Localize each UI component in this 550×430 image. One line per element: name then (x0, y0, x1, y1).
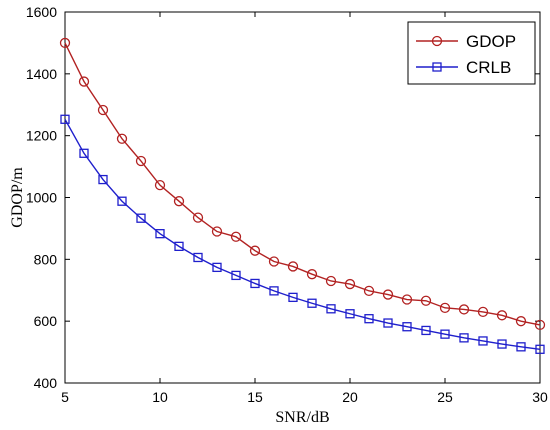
x-tick-label: 5 (61, 389, 69, 405)
data-point-gdop (306, 269, 318, 280)
data-point-gdop (154, 179, 166, 191)
data-point-crlb (535, 344, 545, 354)
data-point-crlb (516, 342, 526, 352)
data-point-crlb (459, 333, 469, 343)
data-point-crlb (364, 314, 374, 324)
x-tick-label: 20 (342, 389, 358, 405)
legend-label-crlb: CRLB (466, 58, 511, 77)
x-tick-label: 30 (532, 389, 548, 405)
data-point-gdop (230, 231, 242, 242)
data-point-crlb (231, 270, 241, 281)
y-tick-label: 1400 (26, 66, 57, 82)
data-point-crlb (269, 286, 279, 296)
series-crlb (60, 114, 545, 354)
data-point-gdop (534, 319, 546, 331)
data-point-gdop (173, 196, 185, 207)
data-point-gdop (515, 316, 527, 327)
legend-marker-crlb (432, 62, 442, 72)
legend-item-gdop: GDOP (416, 32, 516, 51)
x-tick-label: 15 (247, 389, 263, 405)
y-axis-title: GDOP/m (9, 167, 26, 228)
y-tick-label: 1200 (26, 128, 57, 144)
data-point-gdop (97, 104, 109, 116)
data-point-gdop (458, 304, 470, 315)
x-tick-label: 10 (152, 389, 168, 405)
y-tick-label: 1600 (26, 4, 57, 20)
data-point-gdop (211, 226, 223, 237)
data-point-crlb (155, 229, 165, 239)
data-point-gdop (268, 256, 280, 267)
data-point-crlb (117, 196, 127, 206)
axes: 5 10 15 20 25 30 400 600 800 1000 1200 1400 1600 (26, 4, 548, 405)
data-point-crlb (440, 329, 450, 339)
data-point-crlb (326, 304, 336, 314)
y-tick-label: 1000 (26, 190, 57, 206)
data-point-crlb (345, 309, 355, 319)
data-point-crlb (288, 292, 298, 303)
series-line-crlb (64, 118, 541, 350)
series-line-gdop (64, 42, 541, 326)
data-point-gdop (78, 76, 90, 87)
y-tick-label: 600 (34, 313, 58, 329)
data-point-gdop (249, 245, 261, 256)
data-point-crlb (79, 148, 89, 158)
legend-label-gdop: GDOP (466, 32, 516, 51)
data-point-crlb (193, 252, 203, 263)
x-axis-title: SNR/dB (275, 409, 329, 426)
data-point-gdop (192, 212, 204, 223)
series-gdop (59, 37, 546, 331)
legend-marker-gdop (431, 35, 443, 47)
data-point-gdop (287, 261, 299, 272)
legend: GDOP CRLB (407, 21, 536, 85)
y-tick-label: 800 (34, 251, 58, 267)
data-point-gdop (363, 285, 375, 297)
data-point-crlb (478, 336, 488, 346)
legend-item-crlb: CRLB (416, 58, 511, 77)
data-point-crlb (497, 339, 507, 349)
data-point-crlb (174, 241, 184, 251)
x-tick-label: 25 (437, 389, 453, 405)
y-tick-label: 400 (34, 375, 58, 391)
data-point-gdop (496, 310, 508, 321)
data-point-gdop (420, 295, 432, 306)
data-point-gdop (382, 289, 394, 300)
legend-box (407, 21, 536, 85)
data-point-gdop (344, 278, 356, 290)
data-point-crlb (402, 322, 412, 332)
data-point-gdop (477, 306, 489, 318)
data-point-crlb (212, 262, 222, 273)
data-point-crlb (136, 213, 146, 223)
data-point-crlb (307, 298, 317, 308)
data-point-gdop (439, 302, 451, 314)
data-point-gdop (59, 37, 71, 49)
data-point-gdop (325, 275, 337, 287)
data-point-gdop (401, 294, 413, 305)
data-point-crlb (421, 325, 431, 336)
data-point-crlb (383, 318, 393, 328)
data-point-crlb (60, 114, 70, 124)
series-layer (59, 37, 546, 354)
data-point-gdop (116, 133, 128, 144)
data-point-crlb (250, 278, 260, 289)
data-point-crlb (98, 174, 108, 185)
data-point-gdop (135, 155, 147, 167)
